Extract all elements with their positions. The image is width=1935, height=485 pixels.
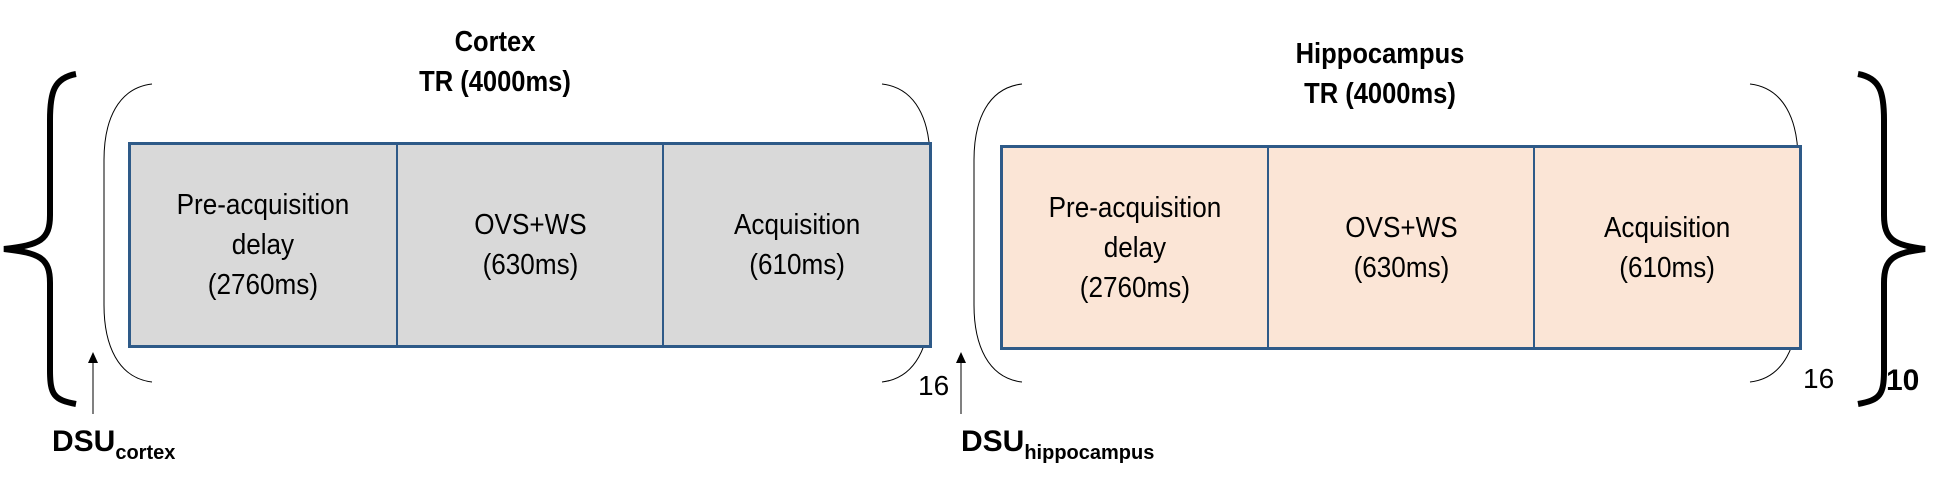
hippocampus-dsu-label: DSUhippocampus bbox=[961, 425, 1154, 465]
cortex-pre-acquisition-cell: Pre-acquisition delay (2760ms) bbox=[131, 145, 398, 345]
hippocampus-sequence-box: Pre-acquisition delay (2760ms) OVS+WS (6… bbox=[1000, 145, 1802, 350]
hippocampus-left-paren bbox=[973, 83, 1023, 383]
hippocampus-repeat-count: 16 bbox=[1803, 363, 1835, 394]
cortex-repeat-count: 16 bbox=[918, 370, 950, 401]
dsu-subscript: hippocampus bbox=[1024, 442, 1155, 464]
cell-label: Pre-acquisition delay (2760ms) bbox=[177, 189, 350, 301]
dsu-text: DSU bbox=[52, 425, 116, 458]
right-brace bbox=[1857, 71, 1926, 407]
cortex-dsu-arrow bbox=[88, 352, 98, 414]
cortex-tr-label: TR (4000ms) bbox=[419, 66, 571, 98]
dsu-subscript: cortex bbox=[115, 442, 176, 464]
cortex-sequence-box: Pre-acquisition delay (2760ms) OVS+WS (6… bbox=[128, 142, 932, 348]
outer-repeat-count: 10 bbox=[1886, 364, 1920, 397]
hippocampus-dsu-arrow bbox=[956, 352, 966, 414]
left-brace bbox=[3, 71, 77, 407]
cell-label: OVS+WS (630ms) bbox=[473, 209, 587, 281]
hippocampus-acquisition-cell: Acquisition (610ms) bbox=[1535, 148, 1799, 347]
hippocampus-title: Hippocampus TR (4000ms) bbox=[1204, 34, 1556, 114]
cortex-left-paren bbox=[103, 83, 153, 383]
cortex-dsu-label: DSUcortex bbox=[52, 425, 175, 465]
dsu-text: DSU bbox=[961, 425, 1025, 458]
hippocampus-pre-acquisition-cell: Pre-acquisition delay (2760ms) bbox=[1003, 148, 1269, 347]
cell-label: Acquisition (610ms) bbox=[1603, 211, 1731, 284]
cortex-acquisition-cell: Acquisition (610ms) bbox=[664, 145, 929, 345]
cell-label: OVS+WS (630ms) bbox=[1344, 211, 1458, 284]
hippocampus-tr-label: TR (4000ms) bbox=[1304, 78, 1456, 110]
hippocampus-ovs-ws-cell: OVS+WS (630ms) bbox=[1269, 148, 1535, 347]
cell-label: Pre-acquisition delay (2760ms) bbox=[1048, 191, 1222, 304]
cortex-title: Cortex TR (4000ms) bbox=[319, 22, 671, 102]
hippocampus-region-label: Hippocampus bbox=[1295, 38, 1465, 70]
cortex-region-label: Cortex bbox=[454, 26, 536, 58]
cell-label: Acquisition (610ms) bbox=[733, 209, 860, 281]
cortex-ovs-ws-cell: OVS+WS (630ms) bbox=[398, 145, 665, 345]
